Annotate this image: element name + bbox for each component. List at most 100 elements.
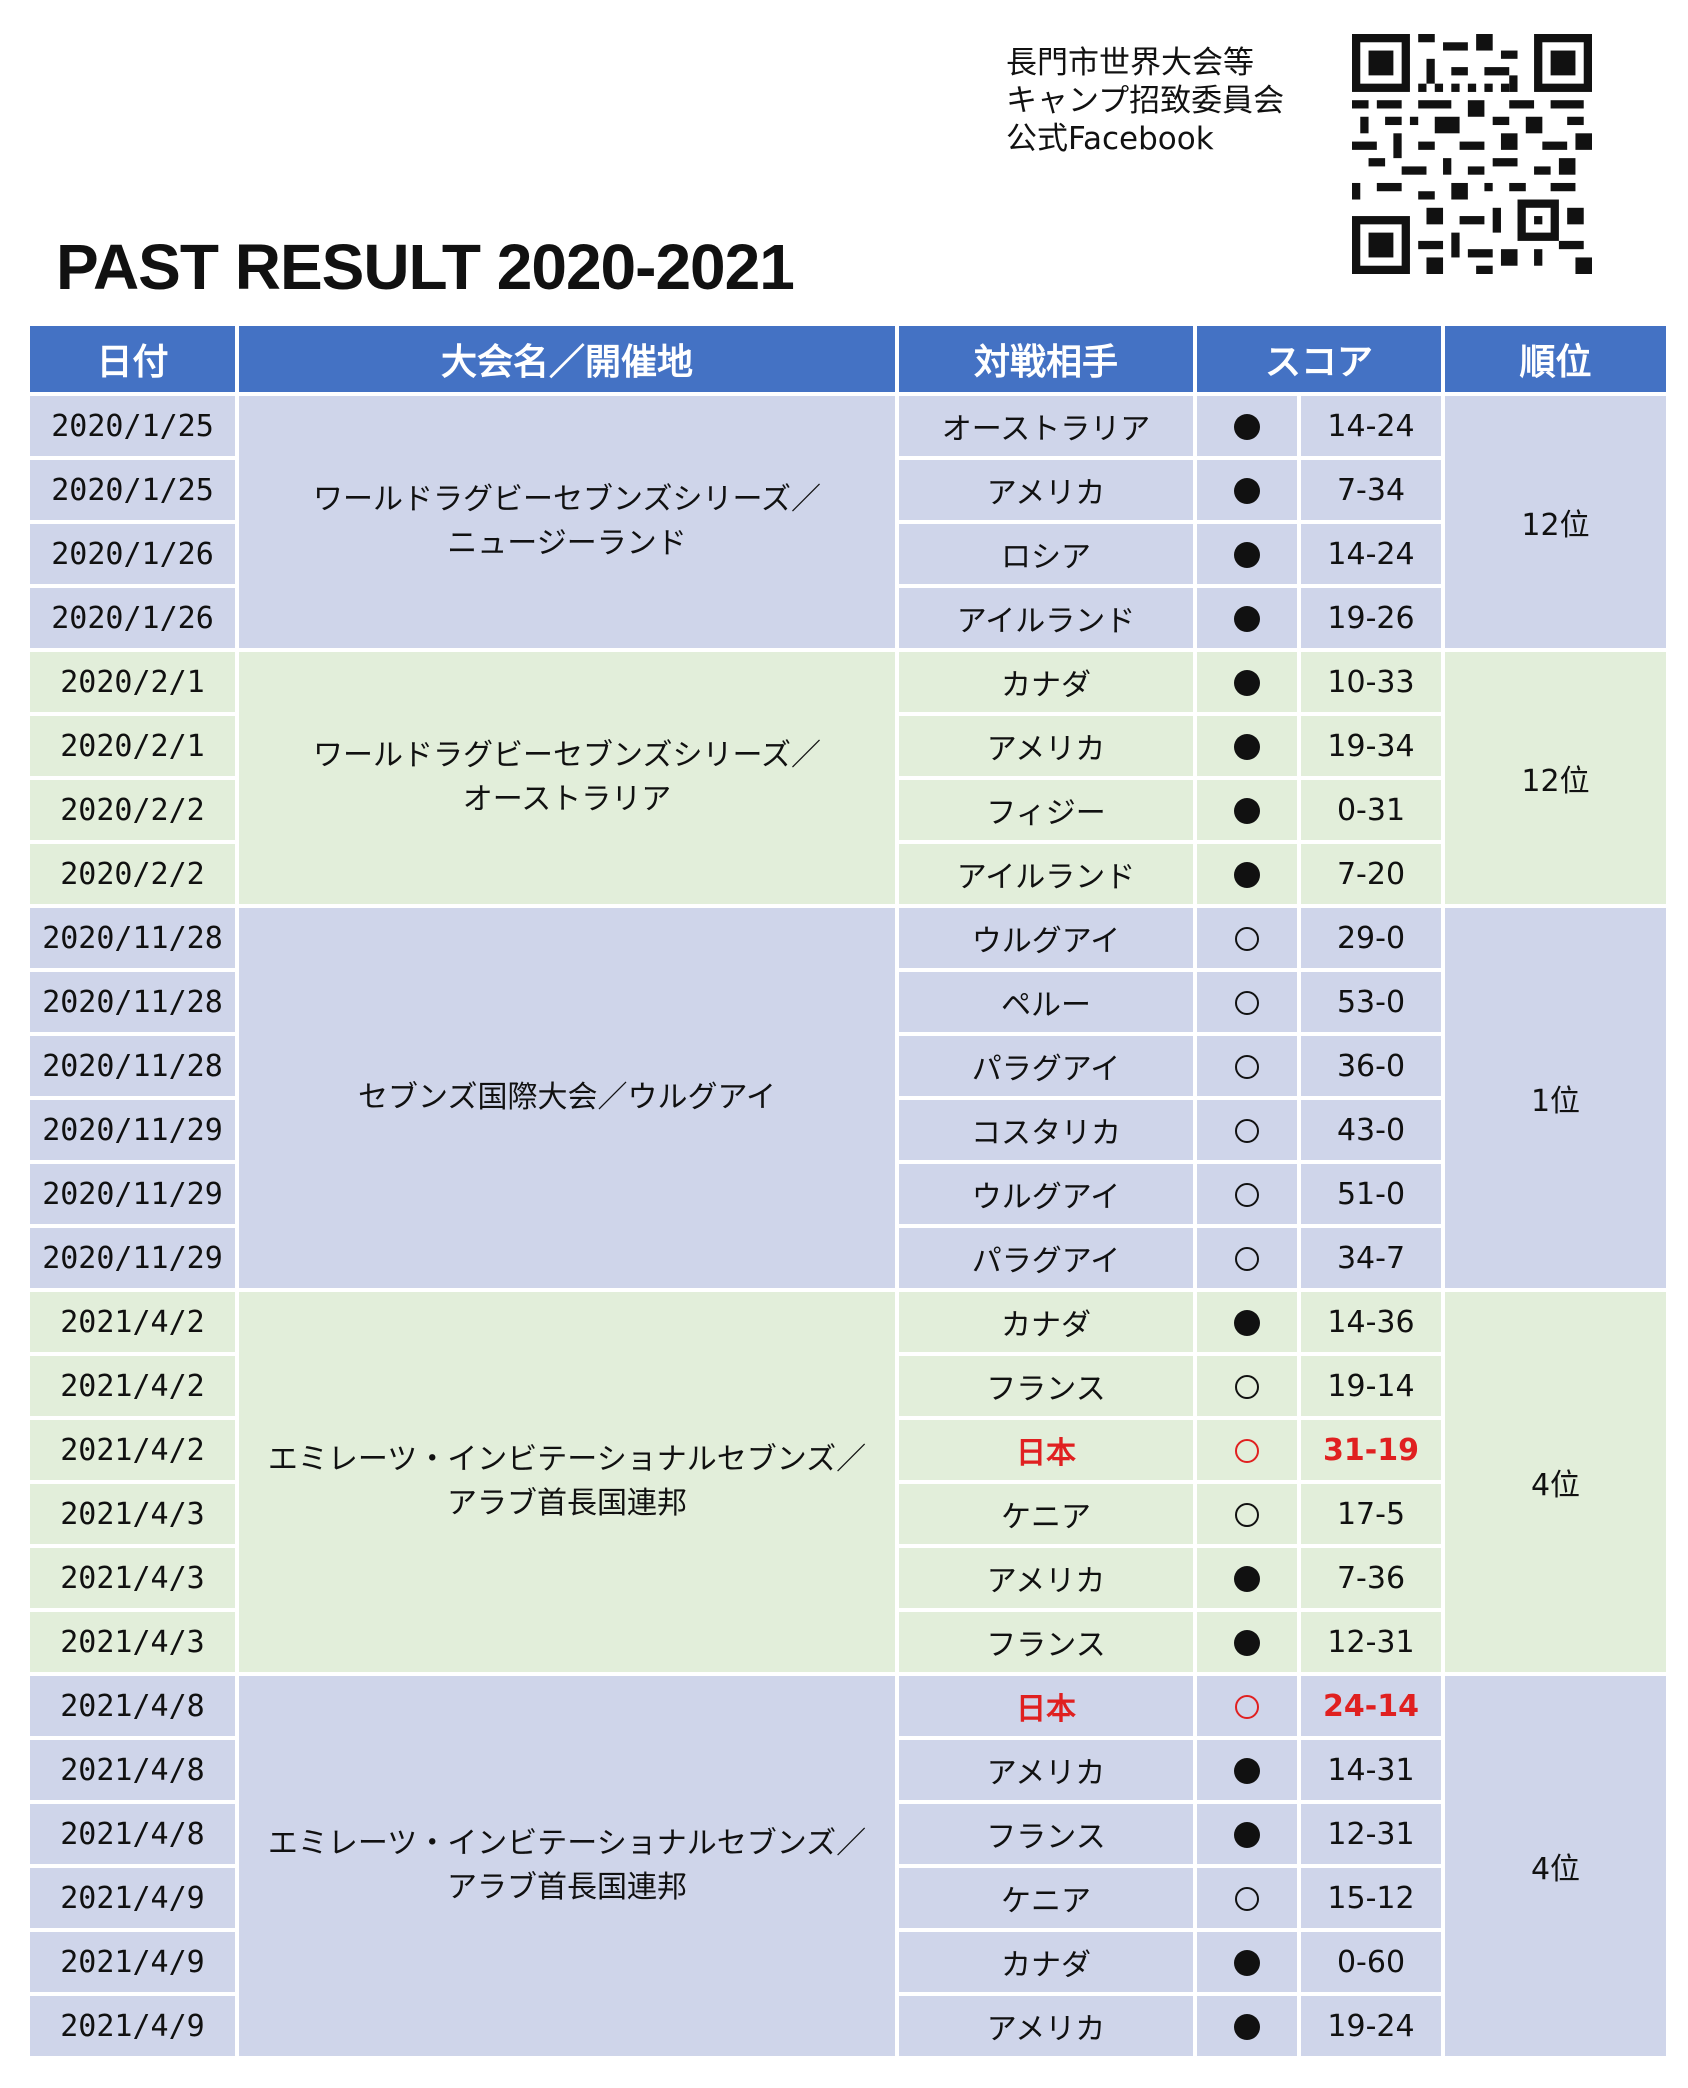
opponent: ペルー	[899, 972, 1193, 1032]
table-row: 2020/2/1 ワールドラグビーセブンズシリーズ／ オーストラリア カナダ 10-33…	[30, 652, 1667, 904]
match-date: 2021/4/9	[30, 1932, 235, 1992]
opponent: アメリカ	[899, 716, 1193, 776]
score: 19-14	[1301, 1356, 1442, 1416]
match-date: 2021/4/3	[30, 1484, 235, 1544]
table-row: 2021/4/8 エミレーツ・インビテーショナルセブンズ／ アラブ首長国連邦 日本 24…	[30, 1676, 1667, 2056]
loss-mark	[1197, 716, 1297, 776]
event-name-line: セブンズ国際大会／ウルグアイ	[358, 1080, 776, 1115]
event-name-line: アラブ首長国連邦	[447, 1486, 687, 1521]
open-circle-icon	[1235, 1247, 1259, 1271]
match-date: 2021/4/3	[30, 1548, 235, 1608]
facebook-label-line-3: 公式Facebook	[1006, 121, 1214, 157]
table-row: 2021/4/2 エミレーツ・インビテーショナルセブンズ／ アラブ首長国連邦 カナダ 1…	[30, 1292, 1667, 1672]
rank: 12位	[1445, 652, 1667, 904]
score: 7-34	[1301, 460, 1442, 520]
match-date: 2020/1/25	[30, 460, 235, 520]
qr-code-icon[interactable]	[1352, 34, 1592, 274]
opponent: 日本	[899, 1420, 1193, 1480]
score: 15-12	[1301, 1868, 1442, 1928]
event-name-line: オーストラリア	[462, 782, 672, 817]
score: 31-19	[1301, 1420, 1442, 1480]
loss-mark	[1197, 1612, 1297, 1672]
opponent: アメリカ	[899, 1548, 1193, 1608]
score: 14-31	[1301, 1740, 1442, 1800]
loss-mark	[1197, 524, 1297, 584]
score: 19-24	[1301, 1996, 1442, 2056]
filled-circle-icon	[1234, 670, 1260, 696]
opponent: カナダ	[899, 1932, 1193, 1992]
match-date: 2020/1/25	[30, 396, 235, 456]
loss-mark	[1197, 1996, 1297, 2056]
match-date: 2020/2/2	[30, 844, 235, 904]
match-date: 2020/1/26	[30, 588, 235, 648]
match-date: 2020/2/1	[30, 652, 235, 712]
opponent: フランス	[899, 1612, 1193, 1672]
win-mark	[1197, 908, 1297, 968]
match-date: 2020/11/28	[30, 1036, 235, 1096]
win-mark	[1197, 1228, 1297, 1288]
win-mark	[1197, 1164, 1297, 1224]
win-mark	[1197, 1356, 1297, 1416]
match-date: 2020/2/1	[30, 716, 235, 776]
loss-mark	[1197, 588, 1297, 648]
results-table: 日付 大会名／開催地 対戦相手 スコア 順位 2020/1/25 ワールドラグビー…	[26, 322, 1670, 2060]
loss-mark	[1197, 652, 1297, 712]
score: 51-0	[1301, 1164, 1442, 1224]
opponent: フィジー	[899, 780, 1193, 840]
score: 0-31	[1301, 780, 1442, 840]
event-name: エミレーツ・インビテーショナルセブンズ／ アラブ首長国連邦	[239, 1292, 895, 1672]
match-date: 2021/4/2	[30, 1292, 235, 1352]
score: 7-36	[1301, 1548, 1442, 1608]
loss-mark	[1197, 1740, 1297, 1800]
table-row: 2021/4/2 フランス 19-14	[30, 1356, 1666, 1416]
event-name-line: エミレーツ・インビテーショナルセブンズ／	[267, 1442, 867, 1477]
facebook-label-line-1: 長門市世界大会等	[1006, 45, 1254, 81]
score: 43-0	[1301, 1100, 1442, 1160]
event-name-line: エミレーツ・インビテーショナルセブンズ／	[267, 1826, 867, 1861]
score: 12-31	[1301, 1612, 1442, 1672]
table-row: 2021/4/9 アメリカ 19-24	[30, 1996, 1666, 2056]
opponent: ケニア	[899, 1868, 1193, 1928]
event-name: ワールドラグビーセブンズシリーズ／ オーストラリア	[239, 652, 895, 904]
match-date: 2020/11/29	[30, 1228, 235, 1288]
win-mark	[1197, 1420, 1297, 1480]
loss-mark	[1197, 1932, 1297, 1992]
loss-mark	[1197, 396, 1297, 456]
header-rank: 順位	[1445, 326, 1667, 392]
opponent: ケニア	[899, 1484, 1193, 1544]
open-circle-icon	[1235, 1375, 1259, 1399]
score: 12-31	[1301, 1804, 1442, 1864]
loss-mark	[1197, 460, 1297, 520]
event-name-line: ニュージーランド	[447, 526, 687, 561]
match-date: 2020/11/28	[30, 908, 235, 968]
event-name-line: ワールドラグビーセブンズシリーズ／	[313, 738, 821, 773]
filled-circle-icon	[1234, 1630, 1260, 1656]
table-row: 2021/4/8 アメリカ 14-31	[30, 1740, 1666, 1800]
table-row: 2021/4/2 日本 31-19	[30, 1420, 1666, 1480]
open-circle-icon	[1235, 991, 1259, 1015]
win-mark	[1197, 972, 1297, 1032]
score: 14-36	[1301, 1292, 1442, 1352]
opponent: フランス	[899, 1356, 1193, 1416]
opponent: ウルグアイ	[899, 908, 1193, 968]
opponent: アイルランド	[899, 844, 1193, 904]
event-name-line: ワールドラグビーセブンズシリーズ／	[313, 482, 821, 517]
score: 53-0	[1301, 972, 1442, 1032]
score: 10-33	[1301, 652, 1442, 712]
header-score: スコア	[1197, 326, 1442, 392]
filled-circle-icon	[1234, 862, 1260, 888]
table-row: 2020/1/25 ワールドラグビーセブンズシリーズ／ ニュージーランド オーストラリ…	[30, 396, 1667, 648]
table-row: 2021/4/9 カナダ 0-60	[30, 1932, 1666, 1992]
win-mark	[1197, 1036, 1297, 1096]
match-date: 2021/4/9	[30, 1868, 235, 1928]
opponent: 日本	[899, 1676, 1193, 1736]
header-event: 大会名／開催地	[239, 326, 895, 392]
table-header-row: 日付 大会名／開催地 対戦相手 スコア 順位	[30, 326, 1667, 392]
opponent: アメリカ	[899, 460, 1193, 520]
open-circle-icon	[1235, 1183, 1259, 1207]
score: 14-24	[1301, 396, 1442, 456]
opponent: パラグアイ	[899, 1228, 1193, 1288]
table-row: 2020/11/28 セブンズ国際大会／ウルグアイ ウルグアイ 29-0 1位	[30, 908, 1667, 1288]
page-title: PAST RESULT 2020-2021	[56, 231, 795, 303]
score: 14-24	[1301, 524, 1442, 584]
